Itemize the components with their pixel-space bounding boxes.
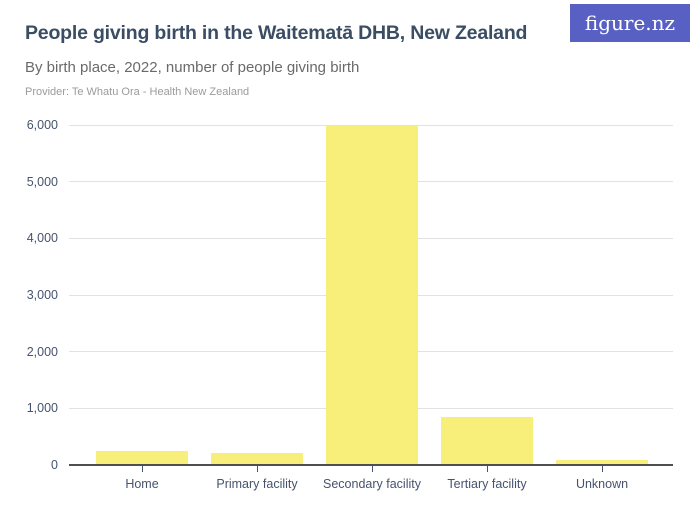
bar-secondary-facility[interactable] [326, 126, 418, 465]
y-axis-tick-label: 0 [51, 457, 58, 472]
y-axis-tick-label: 5,000 [26, 174, 58, 189]
x-axis-label-unknown: Unknown [575, 477, 629, 491]
page-title: People giving birth in the Waitematā DHB… [25, 22, 528, 44]
y-axis-tick-label: 3,000 [26, 287, 58, 302]
x-axis-label-primary-facility: Primary facility [216, 477, 298, 491]
chart-subtitle: By birth place, 2022, number of people g… [25, 59, 360, 76]
bar-unknown[interactable] [556, 460, 648, 465]
x-axis-label-home: Home [125, 477, 159, 491]
y-axis-tick-label: 4,000 [26, 231, 58, 246]
bar-home[interactable] [96, 451, 188, 465]
x-tick-tertiary-facility [487, 466, 488, 472]
y-axis-tick-label: 6,000 [26, 117, 58, 132]
x-tick-unknown [602, 466, 603, 472]
x-tick-home [142, 466, 143, 472]
x-tick-secondary-facility [372, 466, 373, 472]
chart-provider: Provider: Te Whatu Ora - Health New Zeal… [25, 86, 250, 98]
x-axis-line [69, 464, 673, 466]
y-axis-tick-label: 1,000 [26, 401, 58, 416]
figurenz-logo[interactable]: figure.nz [570, 4, 690, 42]
x-axis-label-tertiary-facility: Tertiary facility [447, 477, 527, 491]
x-axis-label-secondary-facility: Secondary facility [323, 477, 421, 491]
bar-primary-facility[interactable] [211, 453, 303, 465]
x-tick-primary-facility [257, 466, 258, 472]
y-gridline-6000 [69, 124, 673, 126]
bar-tertiary-facility[interactable] [441, 416, 533, 465]
figurenz-logo-text: figure.nz [584, 11, 676, 35]
y-axis-tick-label: 2,000 [26, 344, 58, 359]
